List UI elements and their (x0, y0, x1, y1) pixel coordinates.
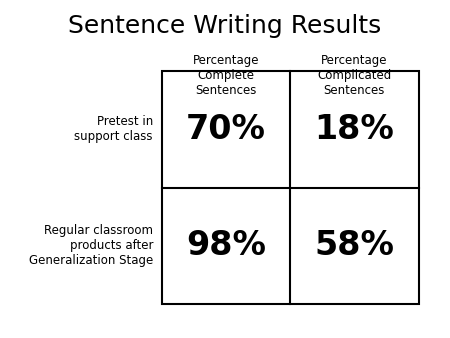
Text: 58%: 58% (315, 230, 394, 262)
Text: 98%: 98% (186, 230, 266, 262)
Text: Regular classroom
products after
Generalization Stage: Regular classroom products after General… (29, 224, 153, 267)
Text: 70%: 70% (186, 113, 266, 146)
Text: Percentage
Complicated
Sentences: Percentage Complicated Sentences (317, 54, 392, 97)
Text: Percentage
Complete
Sentences: Percentage Complete Sentences (193, 54, 259, 97)
Text: 18%: 18% (315, 113, 394, 146)
Bar (162, 71, 418, 304)
Text: Pretest in
support class: Pretest in support class (75, 115, 153, 143)
Text: Sentence Writing Results: Sentence Writing Results (68, 14, 382, 38)
